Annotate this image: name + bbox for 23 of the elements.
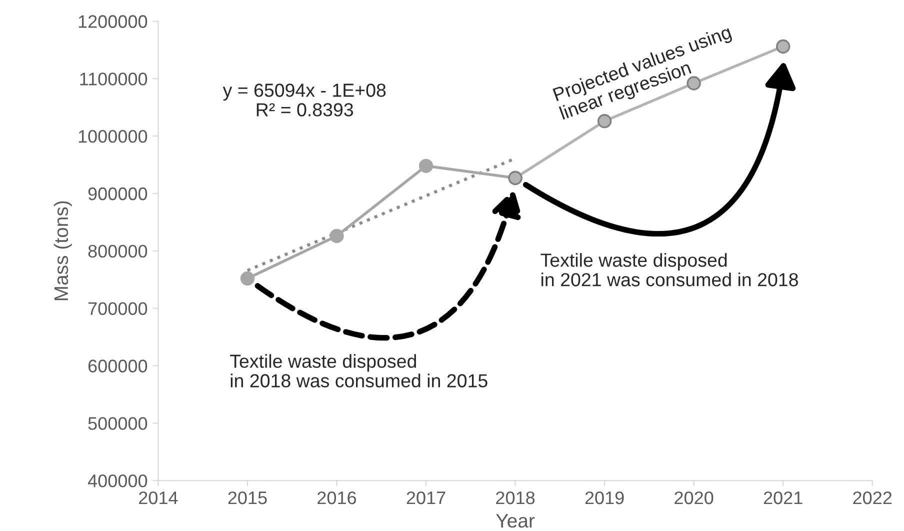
- x-tick-label: 2014: [139, 491, 178, 504]
- x-tick-label: 2017: [406, 491, 446, 504]
- x-tick-label: 2019: [585, 491, 624, 504]
- annotation: Textile waste disposed in 2021 was consumed in 2018: [540, 253, 798, 286]
- x-tick-label: 2015: [228, 491, 267, 504]
- y-tick-label: 500000: [88, 417, 148, 430]
- annotation: y = 65094x - 1E+08 R² = 0.8393: [222, 84, 386, 116]
- y-tick-label: 600000: [88, 360, 148, 372]
- y-tick-label: 1200000: [78, 15, 148, 28]
- y-tick-label: 900000: [88, 187, 148, 200]
- y-tick-label: 800000: [88, 244, 148, 258]
- x-tick-label: 2016: [318, 491, 356, 504]
- x-tick-label: 2022: [853, 491, 892, 504]
- y-tick-label: 1100000: [80, 72, 148, 86]
- x-tick-label: 2021: [764, 491, 802, 504]
- y-axis-title: Mass (tons): [54, 201, 72, 300]
- y-tick-label: 400000: [88, 474, 148, 488]
- x-axis-title: Year: [496, 514, 535, 528]
- x-tick-label: 2018: [496, 491, 535, 504]
- annotation: Textile waste disposed in 2018 was consumed in 2015: [230, 354, 488, 388]
- y-tick-label: 1000000: [78, 130, 148, 143]
- x-tick-label: 2020: [674, 491, 714, 504]
- y-tick-label: 700000: [88, 302, 148, 316]
